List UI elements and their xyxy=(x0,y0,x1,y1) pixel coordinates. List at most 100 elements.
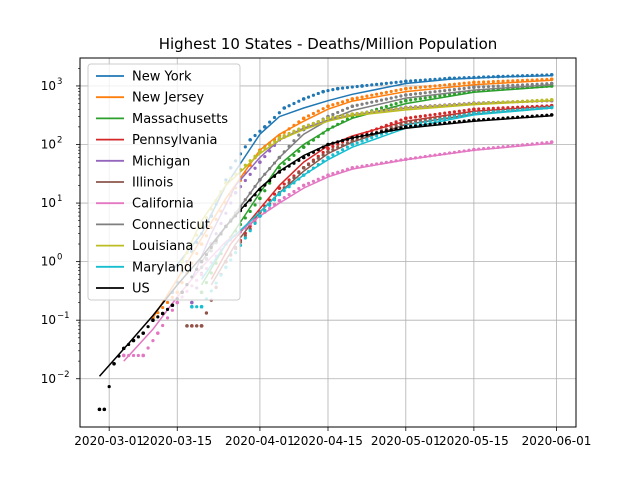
data-point xyxy=(428,117,432,121)
data-point xyxy=(297,177,301,181)
legend-label: US xyxy=(132,282,150,297)
data-point xyxy=(506,84,510,88)
data-point xyxy=(511,100,515,104)
data-point xyxy=(423,123,427,127)
data-point xyxy=(496,84,500,88)
data-point xyxy=(263,146,267,150)
data-point xyxy=(355,165,359,169)
data-point xyxy=(486,84,491,89)
data-point xyxy=(535,141,539,146)
data-point xyxy=(486,146,491,150)
data-point xyxy=(394,159,398,163)
data-point xyxy=(321,90,325,94)
data-point xyxy=(467,112,471,116)
data-point xyxy=(302,116,306,120)
data-point xyxy=(384,90,388,94)
data-point xyxy=(331,144,335,149)
data-point xyxy=(151,318,155,322)
data-point xyxy=(360,111,364,115)
data-point xyxy=(122,353,126,358)
data-point xyxy=(389,122,393,126)
data-point xyxy=(336,140,340,144)
data-point xyxy=(243,145,247,149)
data-point xyxy=(306,123,311,127)
data-point xyxy=(345,141,350,145)
data-point xyxy=(326,116,330,120)
data-point xyxy=(316,156,320,160)
data-point xyxy=(127,353,131,358)
data-point xyxy=(433,116,437,120)
data-point xyxy=(248,159,252,163)
data-point xyxy=(394,101,398,106)
data-point xyxy=(204,311,209,315)
legend-label: New Jersey xyxy=(132,91,204,106)
data-point xyxy=(141,353,145,358)
data-point xyxy=(331,172,335,176)
data-point xyxy=(389,159,393,164)
data-point xyxy=(457,109,461,113)
data-point xyxy=(501,74,505,78)
data-point xyxy=(404,116,408,120)
data-point xyxy=(277,136,281,140)
data-point xyxy=(248,222,252,226)
data-point xyxy=(550,98,554,102)
data-point xyxy=(423,120,427,124)
data-point xyxy=(302,166,306,170)
data-point xyxy=(331,115,335,120)
data-point xyxy=(282,167,286,171)
data-point xyxy=(525,105,529,109)
data-point xyxy=(345,145,350,149)
legend-label: Louisiana xyxy=(132,239,193,254)
data-point xyxy=(486,75,491,79)
data-point xyxy=(482,80,486,84)
data-point xyxy=(413,115,418,119)
data-point xyxy=(418,85,422,89)
data-point xyxy=(501,116,505,120)
data-point xyxy=(258,187,262,192)
data-point xyxy=(263,183,267,187)
data-point xyxy=(326,173,330,177)
data-point xyxy=(409,92,413,97)
data-point xyxy=(248,229,252,233)
data-point xyxy=(282,130,286,135)
data-point xyxy=(491,75,495,79)
data-point xyxy=(394,127,398,131)
data-point xyxy=(321,145,325,149)
data-point xyxy=(350,166,354,170)
data-point xyxy=(360,164,364,168)
data-point xyxy=(297,171,301,175)
data-point xyxy=(413,86,418,90)
data-point xyxy=(423,154,427,159)
data-point xyxy=(447,151,452,155)
data-point xyxy=(545,113,549,117)
data-point xyxy=(326,127,330,132)
data-point xyxy=(350,97,354,101)
data-point xyxy=(438,152,442,156)
data-point xyxy=(365,101,369,105)
data-point xyxy=(102,407,106,411)
data-point xyxy=(409,124,413,128)
data-point xyxy=(277,199,281,203)
data-point xyxy=(506,116,510,120)
data-point xyxy=(355,137,359,141)
data-point xyxy=(302,173,306,177)
data-point xyxy=(165,300,170,305)
data-point xyxy=(443,83,447,87)
data-point xyxy=(326,155,330,160)
x-tick-label: 2020-03-15 xyxy=(142,434,212,448)
data-point xyxy=(525,114,529,119)
data-point xyxy=(340,148,345,152)
data-point xyxy=(379,130,384,134)
data-point xyxy=(272,174,277,178)
data-point xyxy=(520,108,525,112)
data-point xyxy=(520,143,525,147)
data-point xyxy=(389,128,393,132)
data-point xyxy=(462,86,466,90)
data-point xyxy=(375,82,379,86)
data-point xyxy=(545,98,549,102)
data-point xyxy=(258,160,262,164)
data-point xyxy=(516,143,520,147)
legend-label: Massachusetts xyxy=(132,112,228,127)
data-point xyxy=(282,162,286,166)
